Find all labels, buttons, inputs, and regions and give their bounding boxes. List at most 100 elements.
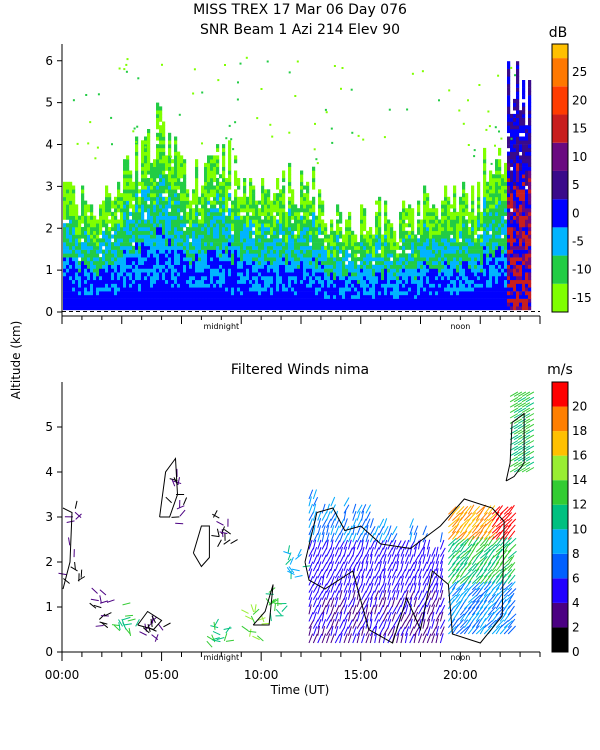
snr-cell <box>372 276 376 281</box>
snr-cell <box>447 208 451 213</box>
snr-cell <box>141 151 145 156</box>
snr-cell <box>501 208 505 213</box>
snr-cell <box>159 181 163 186</box>
snr-cell <box>129 189 133 194</box>
snr-cell <box>402 245 406 250</box>
snr-cell <box>432 230 436 235</box>
snr-cell <box>213 215 217 220</box>
snr-cell <box>216 268 220 273</box>
snr-cell <box>522 113 526 118</box>
snr-cell <box>309 283 313 288</box>
snr-cell <box>150 260 154 265</box>
snr-cell <box>435 208 439 213</box>
snr-cell <box>234 211 238 216</box>
snr-cell <box>276 249 280 254</box>
snr-cell <box>480 294 484 299</box>
snr-cell <box>234 253 238 258</box>
snr-cell <box>345 306 349 311</box>
snr-cell <box>516 162 520 167</box>
snr-cell <box>66 238 70 243</box>
snr-cell <box>501 253 505 258</box>
snr-cell <box>249 204 253 209</box>
snr-cell <box>486 223 490 228</box>
snr-cell <box>105 238 109 243</box>
snr-cell <box>303 234 307 239</box>
snr-cell <box>213 302 217 307</box>
snr-cell <box>405 211 409 216</box>
snr-cell <box>189 242 193 247</box>
snr-cell <box>468 219 472 224</box>
snr-cell <box>195 257 199 262</box>
snr-cell <box>411 230 415 235</box>
snr-cell <box>123 200 127 205</box>
snr-cell <box>507 260 511 265</box>
snr-cell <box>81 279 85 284</box>
snr-cell <box>213 260 217 265</box>
snr-cell <box>291 196 295 201</box>
snr-cell <box>63 291 67 296</box>
snr-cell <box>126 257 130 262</box>
snr-cell <box>141 147 145 152</box>
snr-cell <box>168 245 172 250</box>
snr-cell <box>78 276 82 281</box>
snr-cell <box>438 234 442 239</box>
snr-cell <box>138 264 142 269</box>
snr-cell <box>342 257 346 262</box>
snr-cell <box>171 268 175 273</box>
snr-cell <box>516 159 520 164</box>
snr-cell <box>498 279 502 284</box>
snr-cell <box>345 234 349 239</box>
snr-cell <box>207 260 211 265</box>
snr-cell <box>486 238 490 243</box>
snr-cell <box>162 185 166 190</box>
snr-cell <box>288 287 292 292</box>
snr-cell <box>126 294 130 299</box>
snr-cell <box>147 242 151 247</box>
snr-cell <box>204 291 208 296</box>
snr-cell <box>417 230 421 235</box>
snr-cell <box>477 242 481 247</box>
snr-cell <box>366 294 370 299</box>
snr-cell <box>144 287 148 292</box>
snr-cell <box>159 189 163 194</box>
snr-cell <box>495 287 499 292</box>
snr-cell <box>273 306 277 311</box>
snr-cell <box>90 219 94 224</box>
snr-cell <box>351 272 355 277</box>
snr-cell <box>156 227 160 232</box>
snr-cell <box>111 211 115 216</box>
snr-cell <box>303 279 307 284</box>
snr-cell <box>375 234 379 239</box>
snr-cell <box>177 193 181 198</box>
snr-cell <box>393 287 397 292</box>
snr-cell <box>210 193 214 198</box>
snr-cell <box>330 245 334 250</box>
snr-cell <box>201 294 205 299</box>
snr-cell <box>393 264 397 269</box>
snr-cell <box>321 227 325 232</box>
snr-cell <box>216 257 220 262</box>
snr-cell <box>78 245 82 250</box>
snr-cell <box>93 306 97 311</box>
snr-cell <box>489 204 493 209</box>
snr-cell <box>237 249 241 254</box>
snr-cell <box>438 302 442 307</box>
snr-cell <box>387 223 391 228</box>
snr-cell <box>126 230 130 235</box>
snr-cell <box>501 185 505 190</box>
snr-cell <box>171 178 175 183</box>
snr-cell <box>399 230 403 235</box>
snr-cell <box>342 242 346 247</box>
snr-cell <box>435 245 439 250</box>
snr-cell <box>447 260 451 265</box>
snr-cell <box>405 245 409 250</box>
snr-cell <box>81 242 85 247</box>
snr-cell <box>294 242 298 247</box>
snr-cell <box>102 302 106 307</box>
snr-cell <box>501 174 505 179</box>
snr-cell <box>510 268 514 273</box>
snr-cell <box>162 174 166 179</box>
snr-cell <box>462 257 466 262</box>
snr-cell <box>141 238 145 243</box>
snr-cell <box>66 298 70 303</box>
